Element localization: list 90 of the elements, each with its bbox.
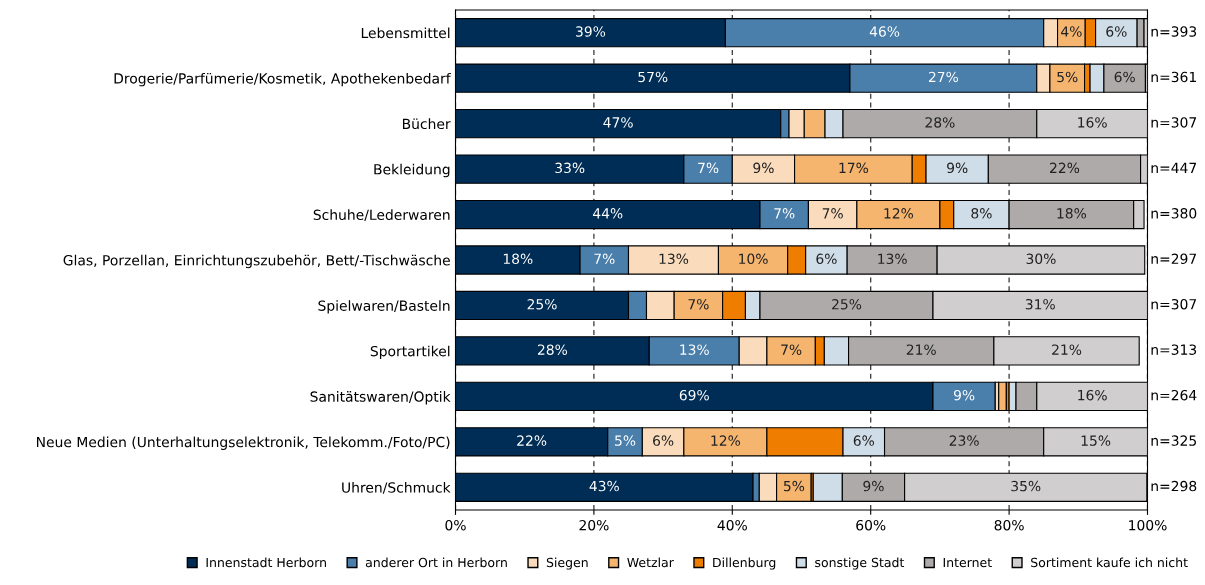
data-label: 7% <box>688 298 709 310</box>
data-label: 5% <box>615 435 636 446</box>
legend-label: Sortiment kaufe ich nicht <box>1031 557 1188 568</box>
x-tick-label: 0% <box>445 519 466 531</box>
data-label: 25% <box>527 298 557 310</box>
x-tick-label: 60% <box>856 519 886 531</box>
data-label: 12% <box>711 435 741 446</box>
data-label: 18% <box>503 253 533 265</box>
data-label: 15% <box>1081 435 1111 446</box>
y-tick-label: Uhren/Schmuck <box>342 482 451 494</box>
data-label: 47% <box>603 117 633 128</box>
y-tick-label: Glas, Porzellan, Einrichtungszubehör, Bett/-Tischwäsche <box>63 254 450 269</box>
data-label: 16% <box>1078 389 1107 401</box>
data-label: 13% <box>659 253 689 265</box>
x-tick-label: 100% <box>1129 519 1167 531</box>
data-label: 7% <box>781 344 802 355</box>
y-tick-label: Sportartikel <box>370 345 450 360</box>
data-label: 9% <box>953 389 975 401</box>
data-label: 39% <box>576 26 606 37</box>
data-label: 28% <box>537 344 568 355</box>
data-label: 4% <box>1061 26 1082 37</box>
text: n=307 <box>1151 117 1197 128</box>
data-label: 6% <box>1106 26 1127 37</box>
text: n=307 <box>1151 298 1197 310</box>
y-tick-label: Spielwaren/Basteln <box>318 300 450 314</box>
data-label: 25% <box>832 298 862 310</box>
data-label: 17% <box>839 162 869 174</box>
data-label: 7% <box>698 162 719 174</box>
data-label: 21% <box>1052 344 1082 355</box>
data-label: 9% <box>753 162 774 174</box>
text: n=393 <box>1151 26 1197 37</box>
y-tick-label: Drogerie/Parfümerie/Kosmetik, Apothekenbedarf <box>114 72 451 87</box>
data-label: 13% <box>878 253 907 265</box>
data-label: 9% <box>863 480 884 492</box>
data-label: 22% <box>517 435 547 446</box>
text: n=298 <box>1151 480 1197 492</box>
data-label: 13% <box>680 344 709 355</box>
data-label: 18% <box>1057 208 1087 219</box>
data-label: 69% <box>679 389 709 401</box>
y-tick-label: Sanitätswaren/Optik <box>310 391 451 405</box>
y-tick-label: Schuhe/Lederwaren <box>313 209 450 222</box>
data-label: 6% <box>816 253 837 265</box>
x-tick-label: 80% <box>994 519 1024 531</box>
data-label: 22% <box>1050 162 1080 174</box>
data-label: 33% <box>555 162 585 174</box>
data-label: 23% <box>949 435 979 446</box>
data-label: 35% <box>1011 480 1041 492</box>
data-label: 9% <box>947 162 968 174</box>
legend-label: Dillenburg <box>713 557 776 570</box>
data-label: 31% <box>1025 298 1055 310</box>
data-label: 6% <box>653 435 674 446</box>
legend-label: Wetzlar <box>627 557 674 568</box>
text: n=264 <box>1151 389 1197 401</box>
data-label: 5% <box>783 480 805 492</box>
legend-label: Innenstadt Herborn <box>206 557 326 568</box>
data-label: 6% <box>853 435 875 446</box>
data-label: 6% <box>1114 71 1135 83</box>
data-label: 8% <box>971 208 992 219</box>
data-label: 10% <box>739 253 768 265</box>
legend-label: anderer Ort in Herborn <box>365 557 507 568</box>
data-label: 5% <box>1057 71 1078 83</box>
y-tick-label: Bücher <box>402 118 451 130</box>
legend-label: Siegen <box>546 557 588 570</box>
data-label: 46% <box>869 26 900 37</box>
data-label: 30% <box>1026 253 1056 265</box>
x-tick-label: 40% <box>717 519 747 531</box>
y-tick-label: Bekleidung <box>374 163 450 178</box>
y-tick-label: Lebensmittel <box>361 27 450 39</box>
text: n=325 <box>1151 435 1196 446</box>
data-label: 7% <box>594 253 615 265</box>
data-label: 21% <box>906 344 936 355</box>
y-tick-label: Neue Medien (Unterhaltungselektronik, Telekomm./Foto/PC) <box>37 436 450 450</box>
text: n=447 <box>1151 162 1197 173</box>
data-label: 28% <box>925 117 955 128</box>
text: n=380 <box>1151 208 1197 219</box>
text: n=297 <box>1151 253 1197 265</box>
data-label: 57% <box>638 71 668 83</box>
x-tick-label: 20% <box>579 519 609 531</box>
data-label: 16% <box>1078 117 1107 128</box>
data-label: 12% <box>884 208 914 219</box>
legend-label: sonstige Stadt <box>815 557 905 570</box>
data-label: 43% <box>589 480 619 492</box>
data-label: 7% <box>822 208 843 219</box>
bar <box>998 381 1007 412</box>
text: n=361 <box>1151 71 1196 83</box>
data-label: 27% <box>928 71 959 83</box>
data-label: 44% <box>592 208 623 219</box>
legend-label: Internet <box>943 557 992 568</box>
data-label: 7% <box>774 208 795 219</box>
text: n=313 <box>1151 344 1197 355</box>
